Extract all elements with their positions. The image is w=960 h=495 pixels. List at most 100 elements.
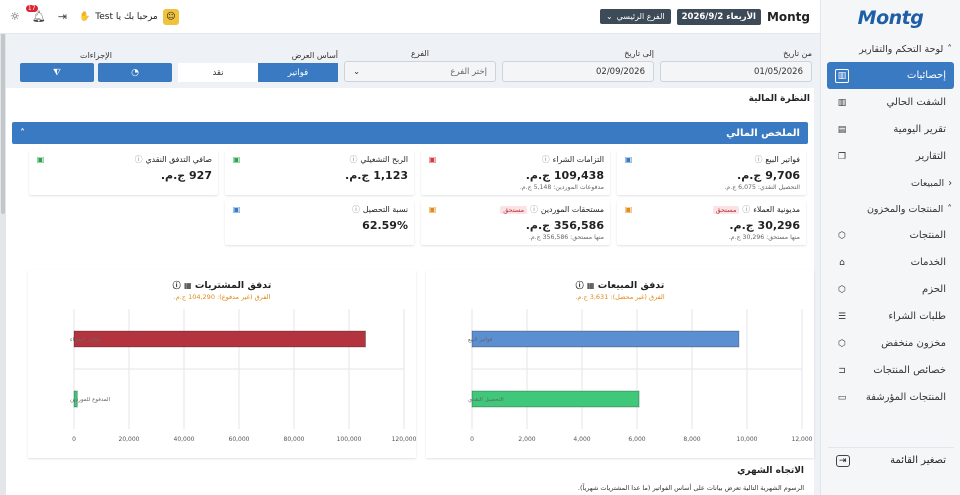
summary-card: صافي التدفق النقدي ⓘ ▣ 927 ج.م. (29, 150, 218, 195)
collapse-sidebar-button[interactable]: تصغير القائمة ⇥ (828, 447, 954, 473)
chevron-down-icon: ⌄ (353, 66, 361, 77)
info-icon[interactable]: ⓘ (541, 155, 550, 164)
bar (73, 330, 366, 348)
branch-label: الفرع الرئيسي (616, 12, 665, 21)
tick-label: 10,000 (737, 436, 758, 443)
sidebar-item-label: الحزم (922, 284, 946, 295)
grid-icon: ▦ (586, 281, 595, 290)
info-icon[interactable]: ⓘ (754, 155, 763, 164)
info-icon: ⓘ (172, 281, 181, 290)
sales-chart-svg: 0 2,000 4,000 6,000 8,000 10,000 12,000 فواتير … (468, 309, 813, 443)
sidebar-item-products-0[interactable]: المنتجات ⬡ (827, 222, 954, 249)
logout-icon[interactable]: ⇥ (57, 10, 68, 23)
grid-icon: ▦ (183, 281, 192, 290)
page-scrollbar[interactable] (0, 0, 6, 495)
trend-note: الرسوم الشهرية التالية تعرض بيانات على أ… (577, 484, 804, 492)
sidebar-item-label: المنتجات المؤرشفة (865, 392, 946, 403)
card-icon: ▣ (428, 155, 437, 164)
list-icon: ☰ (837, 311, 847, 322)
info-icon[interactable]: ⓘ (134, 155, 143, 164)
branch-filter-select[interactable]: إختر الفرع ⌄ (344, 61, 496, 82)
basis-toggle: فواتير نقد (178, 63, 338, 82)
chevron-up-icon: ˄ (947, 43, 952, 55)
sidebar-item-label: إحصائيات (907, 70, 946, 81)
broom-icon: ⌂ (839, 257, 845, 268)
filter-icon: ⧩ (52, 67, 62, 78)
sidebar-group-label: المنتجات والمخزون (866, 203, 944, 215)
sidebar-group-products[interactable]: ˄ المنتجات والمخزون (821, 196, 960, 222)
from-date-input[interactable]: 01/05/2026 (660, 61, 812, 82)
trend-title: الاتجاه الشهري (737, 466, 804, 476)
sidebar-item-products-7[interactable]: تصنيفات▦ (827, 411, 954, 418)
sidebar-item-products-4[interactable]: مخزون منخفض ⬡ (827, 330, 954, 357)
bell-icon[interactable]: 🔔︎ 17 (25, 5, 46, 23)
chart-title: تدفق المبيعات ▦ ⓘ (426, 280, 814, 291)
summary-card: فواتير البيع ⓘ ▣ 9,706 ج.م. التحصيل النقدي: … (617, 150, 806, 195)
info-icon[interactable]: ⓘ (742, 205, 751, 214)
document-icon: ▤ (837, 124, 847, 135)
tick-label: 4,000 (573, 436, 590, 443)
basis-invoices-option[interactable]: فواتير (258, 63, 338, 82)
card-value: 9,706 ج.م. (737, 169, 800, 182)
branch-selector[interactable]: الفرع الرئيسي ⌄ (599, 9, 671, 24)
summary-card: نسبة التحصيل ⓘ ▣ 62.59% (225, 200, 414, 245)
collapse-label: تصغير القائمة (890, 455, 946, 466)
sidebar-item-products-6[interactable]: المنتجات المؤرشفة ▭ (827, 384, 954, 411)
card-icon: ▣ (428, 205, 437, 214)
sidebar-item-dashboard-2[interactable]: تقرير اليومية ▤ (827, 116, 954, 143)
info-icon[interactable]: ⓘ (349, 155, 358, 164)
sidebar-item-dashboard-0[interactable]: إحصائيات ▥ (827, 62, 954, 89)
card-value: 109,438 ج.م. (525, 169, 604, 182)
basis-cash-option[interactable]: نقد (178, 63, 258, 82)
due-tag: مستحق (712, 205, 740, 214)
bar (73, 390, 78, 408)
sidebar-item-products-5[interactable]: خصائص المنتجات ⊏ (827, 357, 954, 384)
sidebar-item-products-1[interactable]: الخدمات ⌂ (827, 249, 954, 276)
sidebar-item-dashboard-1[interactable]: الشفت الحالي ▥ (827, 89, 954, 116)
sidebar-item-dashboard-3[interactable]: التقارير ❐ (827, 143, 954, 170)
chart-subtitle: الفرق (غير محصل): 3,631 ج.م. (575, 293, 665, 301)
from-date-label: من تاريخ (783, 49, 812, 58)
due-tag: مستحق (500, 205, 528, 214)
chart-subtitle: الفرق (غير مدفوع): 104,290 ج.م. (173, 293, 271, 301)
sidebar-group-sales[interactable]: ‹ المبيعات (821, 170, 960, 196)
purchases-chart-svg: 0 20,000 40,000 60,000 80,000 100,000 120,000 ف… (70, 309, 417, 443)
date-chip: الأربعاء 2026/9/2 (676, 8, 761, 25)
card-value: 927 ج.م. (160, 169, 212, 182)
card-icon: ▣ (36, 155, 45, 164)
tick-label: 60,000 (229, 436, 250, 443)
summary-card: مديونية العملاء ⓘ مستحق ▣ 30,296 ج.م. منها مس… (617, 200, 806, 245)
card-value: 30,296 ج.م. (729, 219, 800, 232)
sidebar-item-label: مخزون منخفض (881, 338, 946, 349)
purchases-flow-chart: تدفق المشتريات ▦ ⓘ الفرق (غير مدفوع): 10… (28, 270, 417, 458)
info-icon[interactable]: ⓘ (530, 205, 538, 214)
to-date-label: إلى تاريخ (624, 49, 654, 58)
box-icon: ⬡ (838, 284, 846, 295)
category-label: المدفوع للموردين (70, 397, 111, 403)
sidebar-group-dashboard[interactable]: ˄ لوحة التحكم والتقارير (821, 36, 960, 62)
greeting-text: مرحبا بك يا Test (95, 11, 158, 22)
filter-button[interactable]: ⧩ (20, 63, 94, 82)
top-bar: Montg الأربعاء 2026/9/2 الفرع الرئيسي ⌄ ☺… (0, 0, 820, 34)
financial-panel: النظرة المالية الملخص المالي ˄ فواتير الب… (6, 88, 814, 495)
sidebar-group-label: المبيعات (911, 177, 945, 189)
sidebar: Montg ˄ لوحة التحكم والتقارير إحصائيات ▥ ال… (820, 0, 960, 495)
info-icon[interactable]: ⓘ (352, 205, 360, 214)
sidebar-item-products-3[interactable]: طلبات الشراء ☰ (827, 303, 954, 330)
category-label: فواتير الشراء (70, 337, 101, 343)
chart-title-text: تدفق المشتريات (194, 280, 272, 291)
tick-label: 20,000 (119, 436, 140, 443)
reset-button[interactable]: ◔ (98, 63, 172, 82)
chart-title-text: تدفق المبيعات (597, 280, 665, 291)
info-icon: ⓘ (575, 281, 584, 290)
sidebar-item-label: الخدمات (910, 257, 946, 268)
sun-icon[interactable]: ☼ (10, 10, 20, 23)
to-date-input[interactable]: 02/09/2026 (502, 61, 654, 82)
sidebar-item-products-2[interactable]: الحزم ⬡ (827, 276, 954, 303)
user-greeting[interactable]: ☺ مرحبا بك يا Test ✋ (79, 8, 179, 25)
tick-label: 12,000 (792, 436, 813, 443)
summary-header[interactable]: الملخص المالي ˄ (12, 122, 808, 144)
scrollbar-thumb[interactable] (1, 4, 5, 214)
bar (471, 390, 640, 408)
